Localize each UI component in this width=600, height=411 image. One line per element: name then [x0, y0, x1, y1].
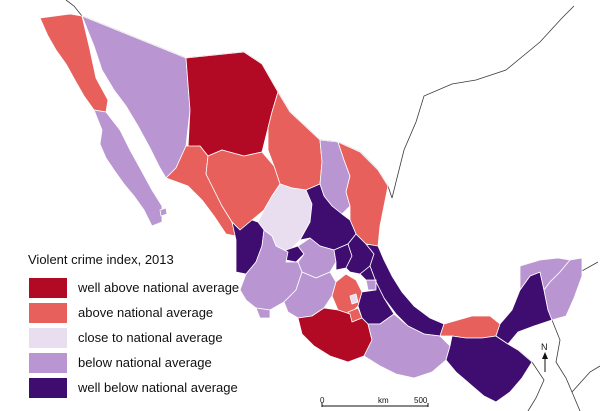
- legend-item-below: below national average: [28, 350, 239, 375]
- scale-bar: 0 km 500: [320, 396, 429, 407]
- legend-swatch: [28, 326, 68, 349]
- island-marker: [159, 207, 168, 217]
- legend: Violent crime index, 2013 well above nat…: [28, 252, 239, 400]
- legend-label: above national average: [78, 305, 214, 320]
- scale-unit-label: km: [378, 396, 389, 405]
- state-tabasco: [439, 315, 501, 339]
- legend-item-well-above: well above national average: [28, 275, 239, 300]
- legend-swatch: [28, 301, 68, 324]
- state-tlaxcala: [365, 279, 377, 291]
- scale-start-label: 0: [320, 396, 325, 405]
- legend-item-well-below: well below national average: [28, 375, 239, 400]
- legend-label: below national average: [78, 355, 212, 370]
- us-coast-line: [391, 5, 575, 199]
- legend-item-close: close to national average: [28, 325, 239, 350]
- state-chihuahua: [185, 51, 279, 157]
- legend-swatch: [28, 276, 68, 299]
- north-arrow-head-icon: [542, 352, 548, 359]
- state-mexico-city: [349, 293, 359, 305]
- legend-label: well above national average: [78, 280, 240, 295]
- legend-label: close to national average: [78, 330, 223, 345]
- honduras-border-line: [571, 365, 600, 393]
- state-chiapas: [445, 335, 533, 403]
- state-baja-california-sur: [93, 109, 163, 227]
- state-quintana-roo: [543, 257, 583, 321]
- legend-swatch: [28, 351, 68, 374]
- state-colima: [255, 307, 271, 319]
- legend-label: well below national average: [78, 380, 238, 395]
- north-label: N: [541, 342, 548, 352]
- north-arrow: N: [541, 342, 548, 372]
- us-pacific-coast-line: [65, 0, 83, 17]
- legend-title: Violent crime index, 2013: [28, 252, 174, 267]
- legend-swatch: [28, 376, 68, 399]
- belize-border-line: [551, 319, 581, 411]
- scale-end-label: 500: [414, 396, 428, 405]
- legend-item-above: above national average: [28, 300, 239, 325]
